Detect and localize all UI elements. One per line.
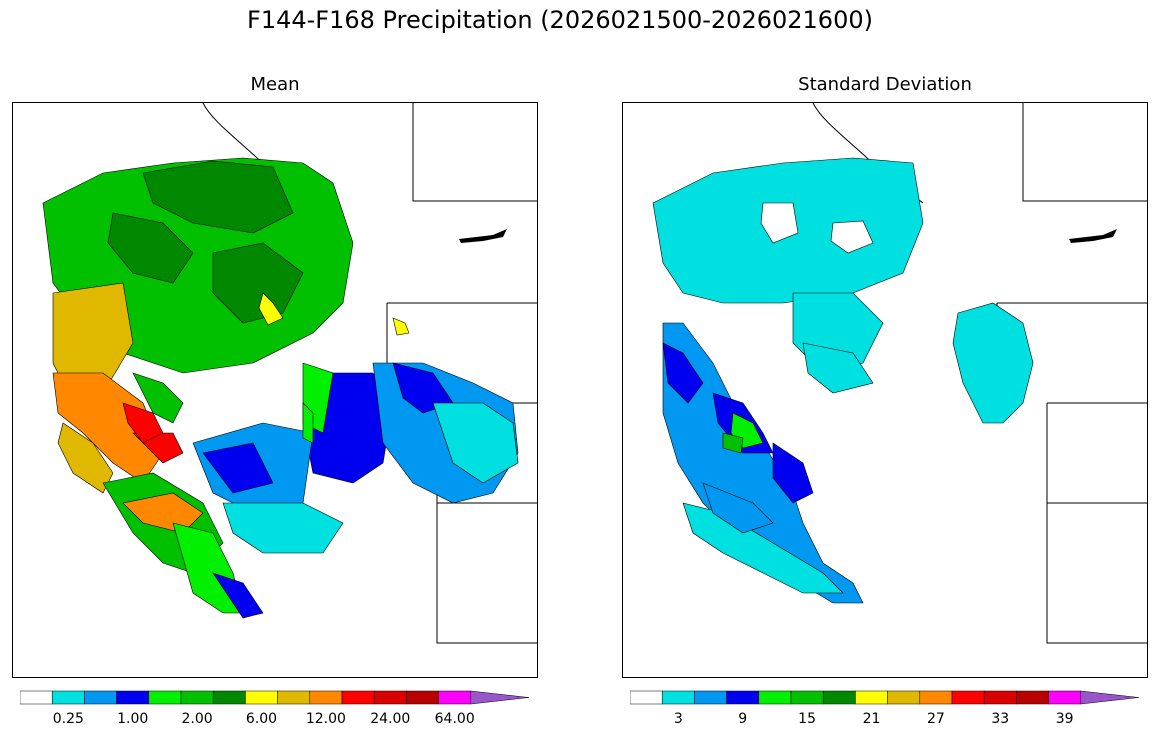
colorbar-swatch bbox=[20, 690, 53, 705]
basin-region bbox=[122, 402, 164, 444]
colorbar-swatch bbox=[726, 690, 760, 705]
colorbar-tick-label: 12.00 bbox=[305, 711, 346, 727]
colorbar-swatch bbox=[983, 690, 1017, 705]
colorbar-tick-label: 9 bbox=[738, 711, 748, 727]
basin-region bbox=[772, 442, 814, 504]
basin-region bbox=[952, 302, 1034, 424]
colorbar-swatch bbox=[84, 690, 117, 705]
colorbar-swatch bbox=[661, 690, 695, 705]
basin-region bbox=[662, 342, 704, 404]
colorbar-swatch bbox=[116, 690, 150, 705]
colorbar-swatch bbox=[630, 690, 663, 705]
basin-region bbox=[57, 422, 114, 494]
mean-map-canvas bbox=[42, 103, 537, 644]
basin-region bbox=[302, 402, 314, 444]
colorbar-swatch bbox=[1016, 690, 1049, 705]
basin-region bbox=[760, 202, 799, 244]
colorbar-swatch bbox=[919, 690, 953, 705]
colorbar-swatch bbox=[212, 690, 246, 705]
colorbar-tick-label: 0.25 bbox=[52, 711, 84, 727]
colorbar-swatch bbox=[951, 690, 985, 705]
colorbar-swatch bbox=[309, 690, 343, 705]
basin-region bbox=[122, 492, 204, 534]
colorbar-swatch bbox=[373, 690, 407, 705]
colorbar-tick-label: 24.00 bbox=[370, 711, 411, 727]
great-lake-shape bbox=[459, 229, 507, 243]
mean-panel-title: Mean bbox=[250, 74, 300, 95]
colorbar-tick-label: 2.00 bbox=[181, 711, 213, 727]
colorbar-extend-arrow bbox=[470, 690, 529, 705]
colorbar-tick-label: 6.00 bbox=[245, 711, 278, 727]
std-map bbox=[622, 102, 1148, 678]
basin-region bbox=[830, 220, 874, 254]
basin-region bbox=[392, 317, 410, 336]
basin-region bbox=[142, 160, 294, 234]
basin-region bbox=[222, 502, 344, 554]
colorbar-swatch bbox=[277, 690, 311, 705]
colorbar-swatch bbox=[1048, 690, 1082, 705]
colorbar-tick-label: 3 bbox=[673, 711, 683, 727]
colorbar-swatch bbox=[887, 690, 921, 705]
great-lake-shape bbox=[1069, 229, 1117, 243]
colorbar-swatch bbox=[855, 690, 888, 705]
basin-region bbox=[802, 342, 874, 394]
mean-precip-regions bbox=[42, 157, 519, 619]
std-map-canvas bbox=[652, 103, 1147, 644]
colorbar-tick-label: 15 bbox=[798, 711, 817, 727]
basin-region bbox=[432, 402, 519, 484]
basin-region bbox=[107, 212, 194, 284]
basin-region bbox=[202, 442, 274, 494]
colorbar-extend-arrow bbox=[1080, 690, 1139, 705]
colorbar-tick-label: 64.00 bbox=[434, 711, 475, 727]
colorbar-tick-label: 21 bbox=[862, 711, 881, 727]
std-colorbar bbox=[630, 690, 1139, 705]
figure-title: F144-F168 Precipitation (2026021500-2026… bbox=[247, 6, 873, 34]
colorbar-swatch bbox=[406, 690, 439, 705]
colorbar-swatch bbox=[790, 690, 824, 705]
std-precip-regions bbox=[652, 157, 1034, 604]
basin-region bbox=[722, 432, 744, 454]
colorbar-swatch bbox=[694, 690, 727, 705]
colorbar-swatch bbox=[51, 690, 85, 705]
colorbar-swatch bbox=[822, 690, 856, 705]
mean-colorbar bbox=[20, 690, 529, 705]
basin-region bbox=[132, 372, 184, 424]
basin-region bbox=[258, 292, 284, 326]
colorbar-swatch bbox=[148, 690, 182, 705]
std-panel-title: Standard Deviation bbox=[798, 74, 972, 95]
colorbar-swatch bbox=[245, 690, 278, 705]
colorbar-tick-label: 39 bbox=[1055, 711, 1074, 727]
mean-map bbox=[12, 102, 538, 678]
colorbar-swatch bbox=[438, 690, 472, 705]
colorbar-tick-label: 1.00 bbox=[117, 711, 149, 727]
colorbar-swatch bbox=[758, 690, 792, 705]
colorbar-swatch bbox=[341, 690, 375, 705]
basin-region bbox=[212, 242, 304, 324]
basin-region bbox=[702, 482, 774, 534]
basin-region bbox=[212, 572, 264, 619]
colorbar-swatch bbox=[180, 690, 214, 705]
colorbar-tick-label: 33 bbox=[991, 711, 1010, 727]
colorbar-tick-label: 27 bbox=[926, 711, 945, 727]
